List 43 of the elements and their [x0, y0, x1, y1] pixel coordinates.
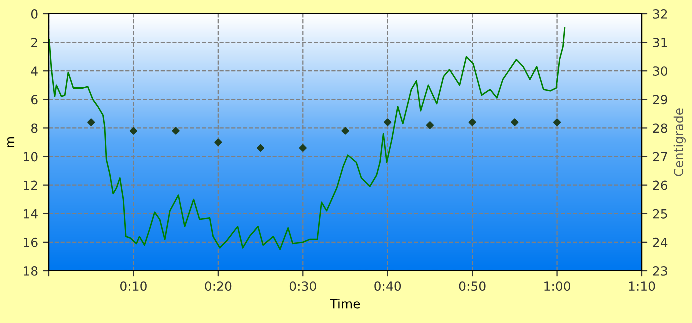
- point: [553, 118, 562, 126]
- point: [299, 144, 307, 152]
- y2-tick-label: 28: [653, 124, 668, 134]
- y-tick-label: 14: [24, 210, 38, 219]
- point: [426, 122, 434, 130]
- y-tick-label: 0: [31, 9, 38, 19]
- x-tick-label: 0:20: [205, 282, 232, 292]
- point: [88, 118, 96, 126]
- y2-tick-label: 29: [653, 95, 668, 105]
- x-tick-label: 0:30: [290, 282, 316, 292]
- point: [468, 118, 476, 126]
- y2-tick-label: 30: [653, 66, 668, 76]
- point: [256, 144, 265, 152]
- y2-axis-title: Centigrade: [674, 108, 686, 176]
- point: [172, 127, 180, 135]
- y2-tick-label: 26: [653, 180, 668, 190]
- x-tick-label: 0:50: [459, 282, 486, 292]
- y2-tick-label: 27: [653, 152, 668, 162]
- y2-tick-label: 23: [653, 266, 668, 276]
- y-tick-label: 6: [32, 95, 38, 105]
- y-tick-label: 18: [24, 266, 38, 276]
- y2-tick-label: 31: [653, 38, 668, 48]
- y-axis-title: m: [8, 137, 15, 148]
- y-tick-label: 16: [24, 238, 38, 248]
- y-tick-label: 2: [32, 38, 38, 48]
- y2-tick-label: 25: [653, 209, 668, 219]
- x-axis-title: Time: [330, 299, 360, 309]
- y-tick-label: 8: [31, 124, 38, 134]
- line-series: [49, 28, 566, 250]
- x-tick-label: 1:00: [544, 282, 570, 292]
- y2-tick-label: 24: [653, 238, 668, 248]
- point: [511, 118, 519, 126]
- x-tick-label: 0:10: [120, 282, 147, 292]
- point: [130, 127, 138, 135]
- x-tick-label: 0:40: [374, 282, 402, 292]
- y-tick-label: 10: [24, 152, 38, 162]
- point: [214, 138, 222, 146]
- point: [342, 127, 350, 135]
- y2-tick-label: 32: [653, 9, 668, 19]
- y-tick-label: 4: [31, 66, 38, 76]
- x-tick-label: 1:10: [629, 282, 656, 292]
- y-tick-label: 12: [24, 180, 38, 190]
- point: [384, 118, 392, 126]
